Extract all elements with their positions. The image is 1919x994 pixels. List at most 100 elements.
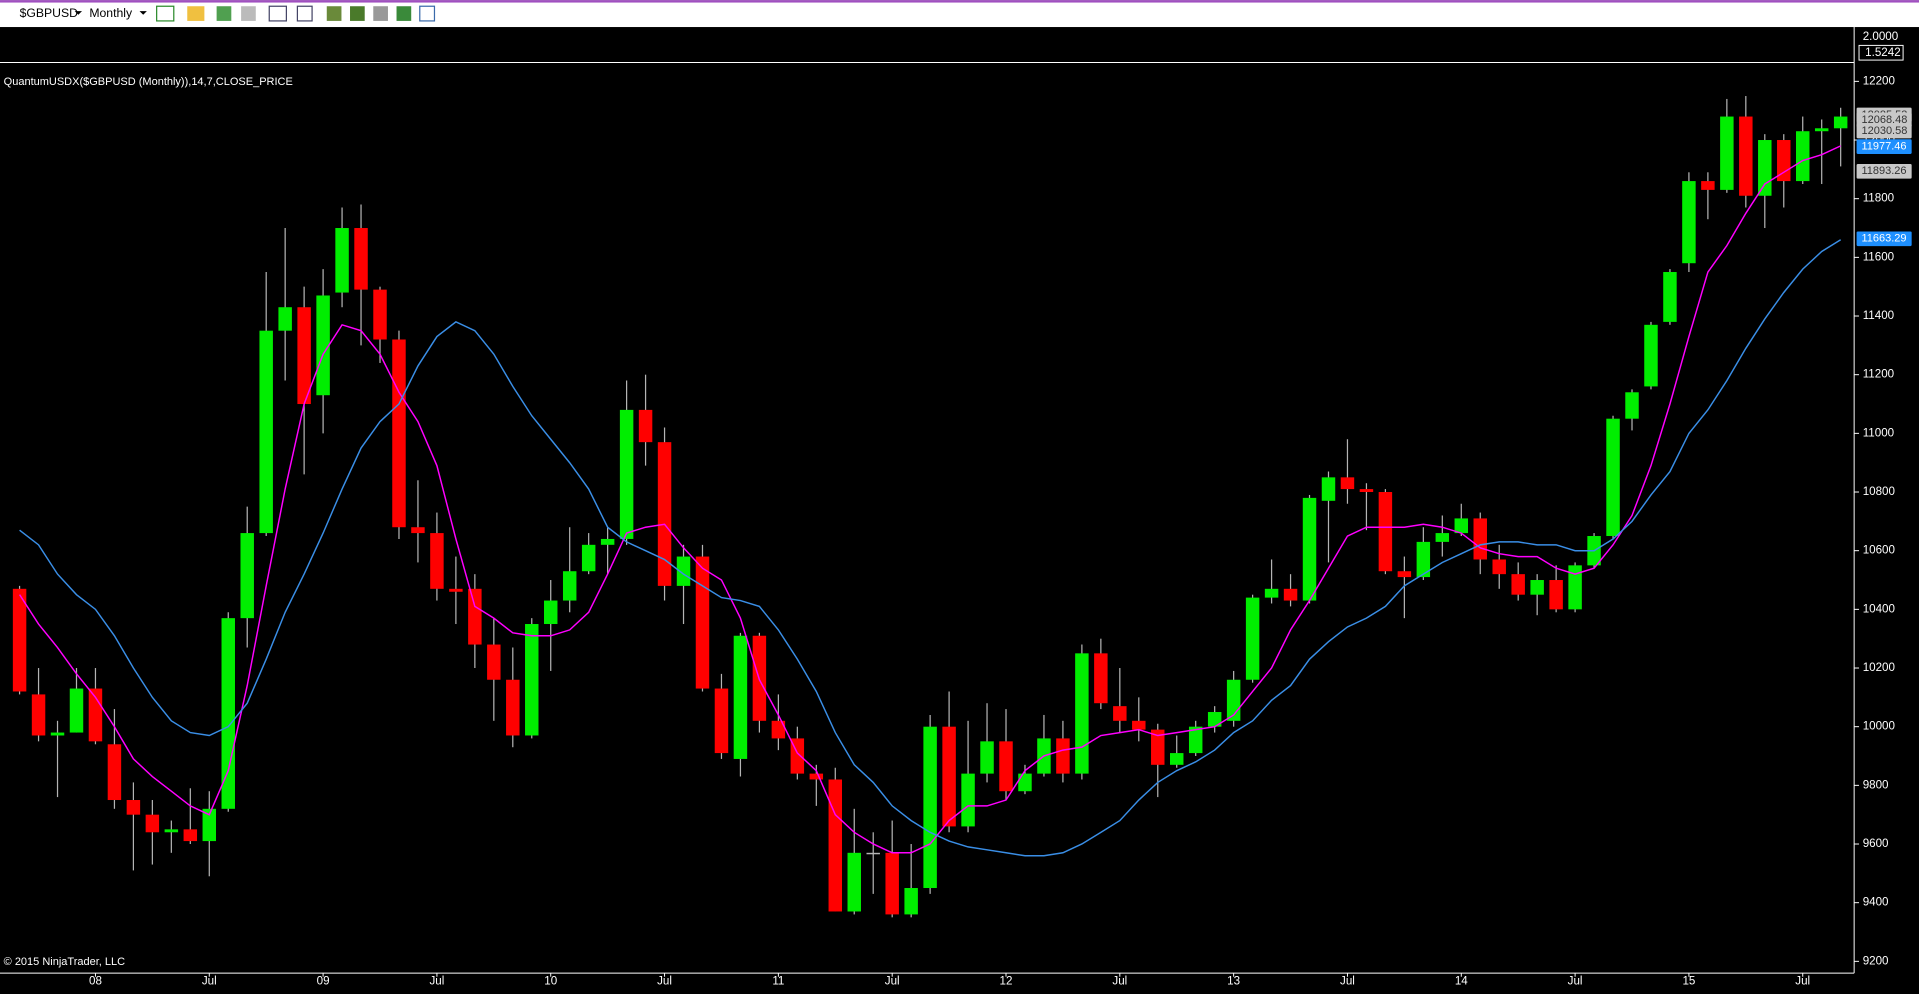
zoom-button[interactable] [268, 5, 287, 22]
candle-body [1264, 588, 1279, 598]
candle-body [828, 779, 843, 912]
indicator-label: QuantumUSDX($GBPUSD (Monthly)),14,7,CLOS… [4, 76, 293, 88]
y-tick-label: 9600 [1863, 837, 1889, 850]
candle-body [1302, 497, 1317, 601]
x-tick-label: Jul [885, 975, 900, 988]
candle-body [297, 307, 311, 405]
candle-body [999, 741, 1013, 792]
candle-body [1359, 489, 1374, 493]
candle-body [449, 588, 463, 592]
x-tick-label: Jul [657, 975, 672, 988]
dropdown-arrow[interactable] [74, 11, 82, 15]
candle-body [240, 533, 254, 619]
candle-body [1682, 181, 1696, 264]
y-tick-label: 11600 [1863, 250, 1894, 263]
candle-body [468, 588, 482, 645]
candle-body [1663, 272, 1677, 322]
candle-body [50, 732, 65, 736]
candle-body [544, 600, 558, 625]
indicator-line [18, 145, 1841, 854]
y-tick-label: 9400 [1863, 896, 1889, 909]
properties-button[interactable] [373, 6, 388, 21]
price-marker-box [1856, 112, 1912, 128]
candle-body [487, 644, 501, 680]
candle-body [430, 533, 444, 589]
candle-body [126, 800, 141, 815]
candle-body [411, 527, 425, 534]
candle-body [31, 694, 46, 736]
candle-body [107, 744, 122, 801]
panel-button[interactable] [419, 5, 436, 22]
candle-body [714, 688, 729, 754]
candle-body [183, 829, 198, 842]
interval-selector[interactable]: Monthly [89, 6, 133, 20]
candle-body [600, 538, 615, 545]
x-tick-label: Jul [202, 975, 217, 988]
candle-body [961, 773, 975, 827]
price-marker-label: 12068.48 [1861, 114, 1907, 126]
candle-body [1018, 773, 1032, 792]
y-tick-label: 10800 [1863, 485, 1895, 498]
candle-body [69, 688, 84, 733]
y-tick-label: 10000 [1863, 720, 1895, 733]
candle-body [676, 556, 691, 586]
x-tick-label: 09 [317, 975, 330, 988]
candle-body [1207, 712, 1222, 727]
copyright: © 2015 NinjaTrader, LLC [4, 956, 125, 968]
draw-tool-button[interactable] [187, 6, 205, 21]
candle-body [506, 679, 520, 736]
candle-body [335, 228, 349, 293]
candle-body [12, 588, 27, 692]
candle-body [1701, 181, 1715, 190]
money-button[interactable] [396, 6, 412, 21]
candle-body [866, 852, 880, 855]
tool-button[interactable] [216, 6, 232, 21]
x-tick-label: Jul [429, 975, 444, 988]
candle-body [316, 295, 330, 396]
x-tick-label: Jul [1112, 975, 1127, 988]
candle-body [562, 571, 577, 601]
candle-body [1416, 541, 1431, 578]
y-tick-label: 10600 [1863, 544, 1895, 557]
candle-body [581, 544, 596, 572]
candle-body [1245, 597, 1260, 680]
price-marker-box [1856, 231, 1912, 247]
symbol-selector[interactable]: $GBPUSD [20, 6, 79, 20]
candle-body [1170, 753, 1184, 765]
indicator-button[interactable] [326, 6, 342, 21]
candle-body [1606, 418, 1620, 537]
candle-body [373, 289, 387, 340]
y-tick-label: 12200 [1863, 74, 1895, 87]
y-tick-label: 11800 [1863, 192, 1894, 205]
candle-body [1151, 729, 1165, 765]
candle-body [354, 228, 368, 290]
dropdown-arrow[interactable] [139, 11, 147, 15]
candle-body [1321, 477, 1336, 501]
candle-body [1056, 738, 1070, 774]
x-tick-label: 15 [1682, 975, 1695, 988]
search-button[interactable] [296, 5, 313, 22]
y-tick-label: 11000 [1863, 426, 1894, 439]
upper-panel-value-box [1858, 44, 1904, 61]
tool-button[interactable] [241, 6, 256, 21]
candle-body [657, 442, 672, 586]
candle-body [923, 726, 937, 889]
strategy-button[interactable] [350, 6, 365, 21]
candle-body [1530, 580, 1544, 595]
y-tick-label: 10400 [1863, 602, 1895, 615]
x-tick-label: Jul [1795, 975, 1810, 988]
candle-body [885, 852, 899, 915]
y-tick-label: 11200 [1863, 368, 1894, 381]
x-tick-label: Jul [1340, 975, 1355, 988]
price-marker-label: 11893.26 [1861, 165, 1906, 177]
chart-style-button[interactable] [156, 5, 175, 22]
candle-body [809, 773, 824, 780]
candle-body [847, 852, 861, 912]
x-tick-label: 11 [772, 975, 784, 988]
candle-body [771, 720, 786, 739]
upper-panel-value-label: 1.5242 [1865, 46, 1901, 59]
x-tick-label: Jul [1568, 975, 1583, 988]
